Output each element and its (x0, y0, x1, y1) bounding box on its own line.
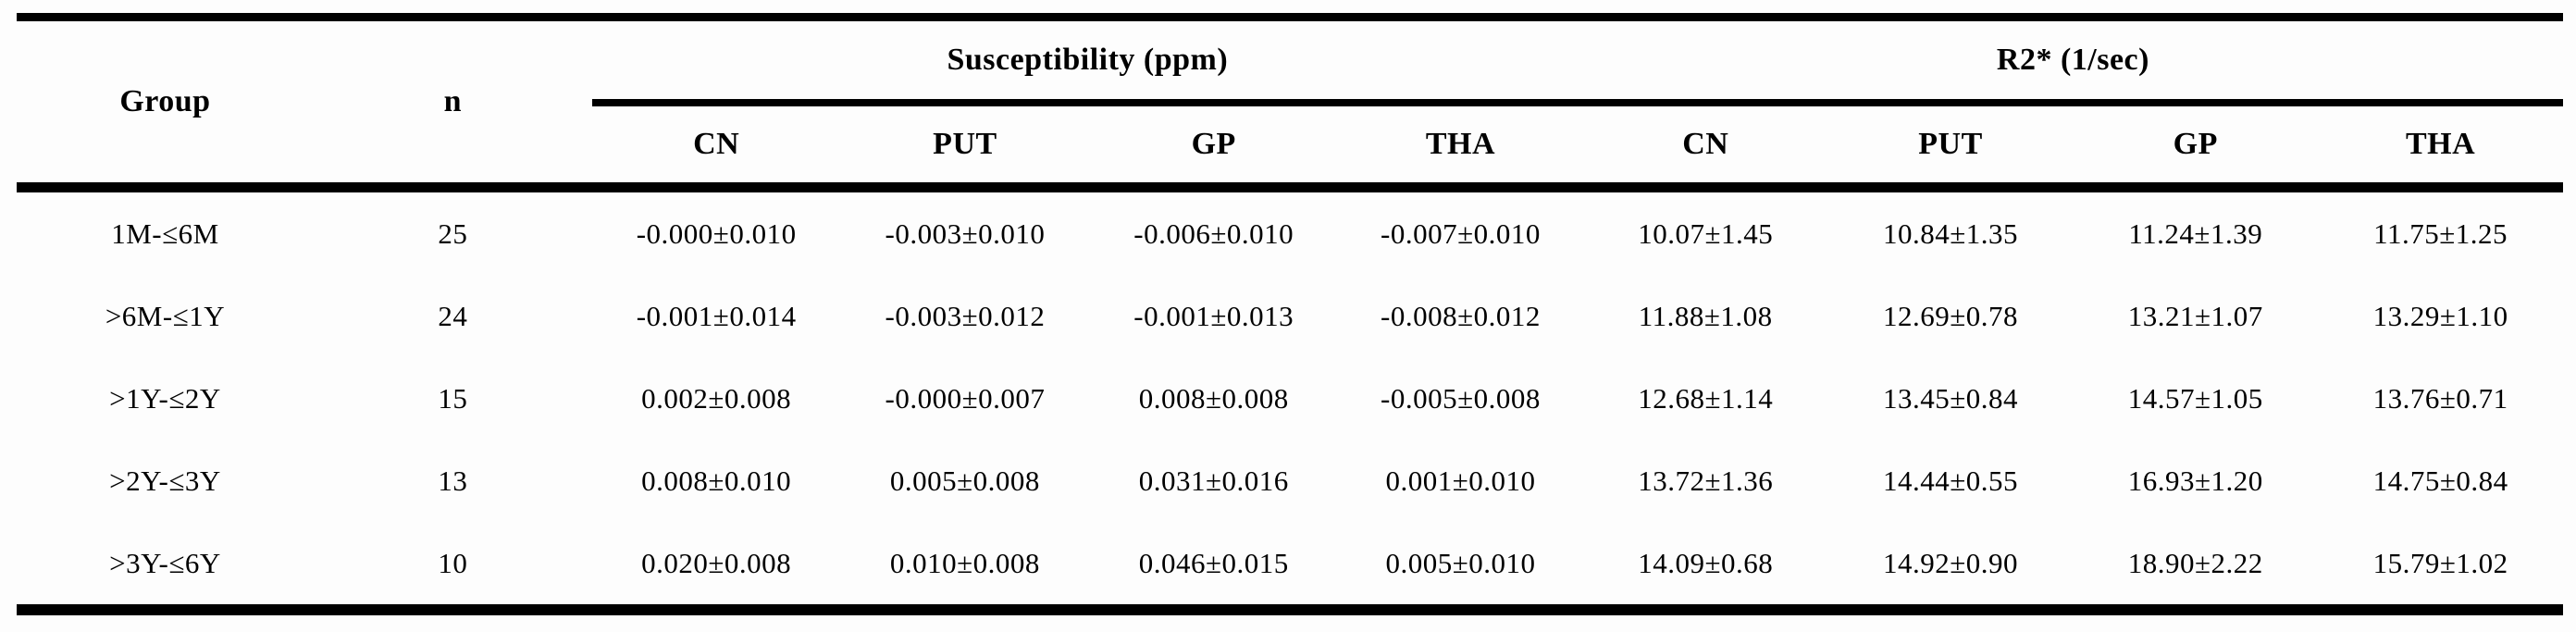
sub-header-r2star-cn: CN (1582, 103, 1828, 192)
susceptibility-put-cell: -0.000±0.007 (885, 381, 1046, 415)
col-header-group: Group (17, 17, 314, 192)
r2star-cn-cell: 13.72±1.36 (1638, 464, 1774, 497)
col-header-n: n (313, 17, 592, 192)
susceptibility-put-cell: 0.005±0.008 (889, 464, 1040, 497)
susceptibility-gp-cell: 0.031±0.016 (1138, 464, 1289, 497)
table-body: 1M-≤6M 25 -0.000±0.010 -0.003±0.010 -0.0… (17, 188, 2563, 611)
susceptibility-cn-cell: 0.002±0.008 (641, 381, 792, 415)
r2star-put-cell: 13.45±0.84 (1883, 381, 2019, 415)
n-cell: 24 (438, 299, 468, 332)
r2star-gp-cell: 18.90±2.22 (2127, 546, 2263, 579)
susceptibility-gp-cell: -0.006±0.010 (1133, 217, 1294, 250)
r2star-gp-cell: 11.24±1.39 (2128, 217, 2263, 250)
susceptibility-tha-cell: -0.007±0.010 (1381, 217, 1541, 250)
table-row: >3Y-≤6Y 10 0.020±0.008 0.010±0.008 0.046… (17, 522, 2563, 610)
header-spanner-row: Group n Susceptibility (ppm) R2* (1/sec) (17, 17, 2563, 192)
n-cell: 10 (438, 546, 468, 579)
susceptibility-tha-cell: -0.008±0.012 (1381, 299, 1541, 332)
susceptibility-put-cell: 0.010±0.008 (889, 546, 1040, 579)
r2star-put-cell: 14.92±0.90 (1883, 546, 2019, 579)
r2star-tha-cell: 13.29±1.10 (2372, 299, 2508, 332)
r2star-cn-cell: 11.88±1.08 (1638, 299, 1773, 332)
susceptibility-gp-cell: 0.008±0.008 (1138, 381, 1289, 415)
susceptibility-cn-cell: -0.000±0.010 (636, 217, 797, 250)
table-row: >6M-≤1Y 24 -0.001±0.014 -0.003±0.012 -0.… (17, 275, 2563, 357)
span-header-susceptibility: Susceptibility (ppm) (591, 17, 1583, 106)
table-row: >2Y-≤3Y 13 0.008±0.010 0.005±0.008 0.031… (17, 440, 2563, 522)
results-table-container: Group n Susceptibility (ppm) R2* (1/sec)… (17, 13, 2563, 615)
r2star-cn-cell: 14.09±0.68 (1638, 546, 1774, 579)
sub-header-susceptibility-gp: GP (1089, 103, 1339, 192)
sub-header-susceptibility-tha: THA (1338, 103, 1583, 192)
sub-header-r2star-put: PUT (1827, 103, 2074, 192)
susceptibility-gp-cell: -0.001±0.013 (1133, 299, 1294, 332)
group-cell: >6M-≤1Y (105, 299, 226, 332)
group-cell: >2Y-≤3Y (109, 464, 221, 497)
r2star-put-cell: 10.84±1.35 (1883, 217, 2019, 250)
r2star-gp-cell: 14.57±1.05 (2127, 381, 2263, 415)
n-cell: 15 (438, 381, 468, 415)
sub-header-r2star-tha: THA (2318, 103, 2563, 192)
r2star-tha-cell: 11.75±1.25 (2373, 217, 2508, 250)
susceptibility-tha-cell: -0.005±0.008 (1381, 381, 1541, 415)
r2star-gp-cell: 16.93±1.20 (2127, 464, 2263, 497)
results-table: Group n Susceptibility (ppm) R2* (1/sec)… (17, 13, 2563, 615)
table-header: Group n Susceptibility (ppm) R2* (1/sec)… (17, 17, 2563, 192)
susceptibility-tha-cell: 0.001±0.010 (1385, 464, 1536, 497)
table-row: >1Y-≤2Y 15 0.002±0.008 -0.000±0.007 0.00… (17, 357, 2563, 440)
header-sub-row: CN PUT GP THA CN PUT GP THA (17, 103, 2563, 192)
n-cell: 13 (438, 464, 468, 497)
r2star-put-cell: 12.69±0.78 (1883, 299, 2019, 332)
r2star-put-cell: 14.44±0.55 (1883, 464, 2019, 497)
n-cell: 25 (438, 217, 468, 250)
r2star-tha-cell: 13.76±0.71 (2372, 381, 2508, 415)
sub-header-susceptibility-cn: CN (591, 103, 841, 192)
susceptibility-gp-cell: 0.046±0.015 (1138, 546, 1289, 579)
susceptibility-put-cell: -0.003±0.012 (885, 299, 1046, 332)
table-row: 1M-≤6M 25 -0.000±0.010 -0.003±0.010 -0.0… (17, 188, 2563, 276)
susceptibility-cn-cell: -0.001±0.014 (636, 299, 797, 332)
r2star-gp-cell: 13.21±1.07 (2127, 299, 2263, 332)
sub-header-r2star-gp: GP (2073, 103, 2319, 192)
susceptibility-put-cell: -0.003±0.010 (885, 217, 1046, 250)
r2star-cn-cell: 12.68±1.14 (1638, 381, 1774, 415)
group-cell: 1M-≤6M (111, 217, 219, 250)
sub-header-susceptibility-put: PUT (840, 103, 1090, 192)
span-header-r2star: R2* (1/sec) (1582, 17, 2563, 106)
r2star-tha-cell: 14.75±0.84 (2372, 464, 2508, 497)
susceptibility-tha-cell: 0.005±0.010 (1385, 546, 1536, 579)
group-cell: >3Y-≤6Y (109, 546, 221, 579)
group-cell: >1Y-≤2Y (109, 381, 221, 415)
susceptibility-cn-cell: 0.008±0.010 (641, 464, 792, 497)
r2star-tha-cell: 15.79±1.02 (2372, 546, 2508, 579)
susceptibility-cn-cell: 0.020±0.008 (641, 546, 792, 579)
r2star-cn-cell: 10.07±1.45 (1638, 217, 1774, 250)
